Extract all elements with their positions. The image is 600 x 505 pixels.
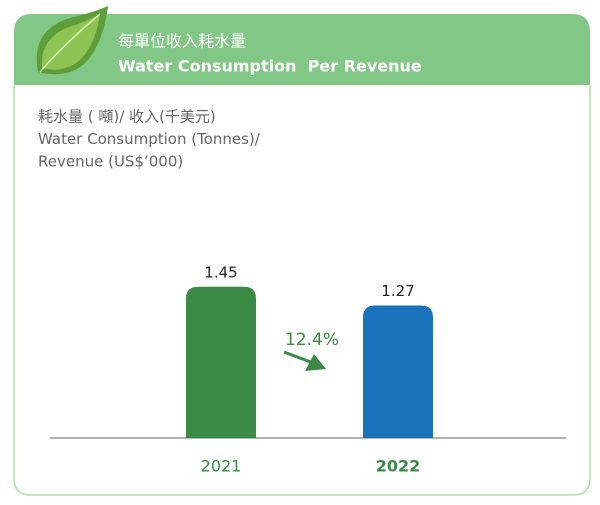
bar: [363, 305, 433, 438]
leaf-icon: [36, 6, 108, 75]
bar: [186, 286, 256, 438]
header-band: [14, 14, 590, 85]
x-tick-label: 2021: [201, 457, 242, 476]
annotation: 12.4%: [285, 330, 339, 350]
y-axis-label: 耗水量 ( 噸)/ 收入(千美元): [38, 108, 216, 126]
x-tick-label: 2022: [376, 457, 421, 476]
title: 每單位收入耗水量: [118, 32, 246, 51]
panel: [13, 85, 591, 496]
y-axis-label: Revenue (US$’000): [38, 153, 183, 171]
value-label: 1.45: [204, 263, 237, 281]
subtitle: Water Consumption Per Revenue: [118, 57, 422, 76]
arrow-head: [305, 354, 326, 371]
y-axis-label: Water Consumption (Tonnes)/: [38, 130, 261, 148]
value-label: 1.27: [381, 282, 414, 300]
